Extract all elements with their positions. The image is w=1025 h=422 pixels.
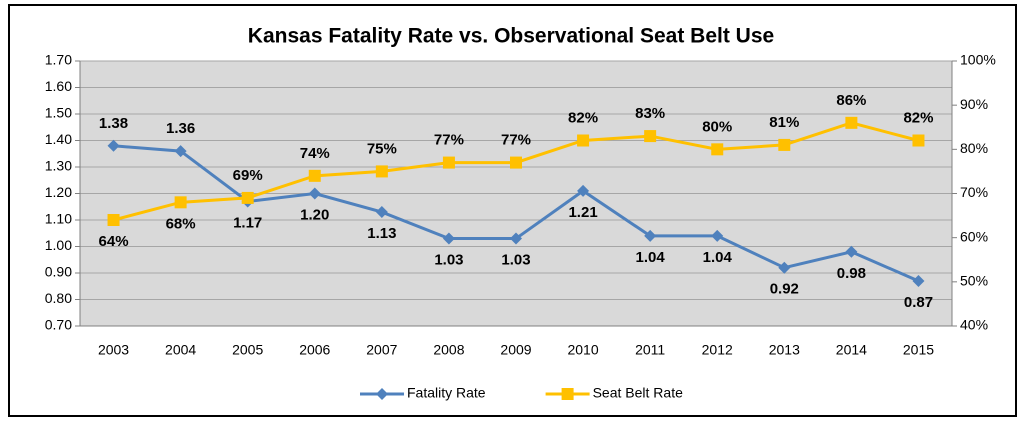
series-marker — [778, 261, 791, 274]
series-marker — [107, 214, 120, 226]
series-marker — [711, 229, 724, 242]
data-label: 74% — [300, 145, 330, 162]
data-label: 1.20 — [300, 206, 329, 223]
series-marker — [577, 184, 590, 197]
y2-tick-label: 100% — [960, 52, 996, 68]
x-tick-label: 2015 — [903, 342, 934, 358]
y2-tick-label: 50% — [960, 273, 988, 289]
data-label: 82% — [568, 109, 598, 126]
series-marker — [644, 229, 657, 242]
data-label: 69% — [233, 167, 263, 184]
y-tick-label: 1.40 — [45, 131, 72, 147]
series-marker — [241, 191, 254, 204]
x-tick-label: 2007 — [366, 342, 397, 358]
y2-tick-label: 90% — [960, 96, 988, 112]
series-marker — [510, 232, 522, 245]
y2-tick-label: 70% — [960, 184, 988, 200]
data-label: 1.03 — [434, 252, 463, 269]
x-tick-label: 2012 — [702, 342, 733, 358]
x-tick-label: 2004 — [165, 342, 196, 358]
chart-title: Kansas Fatality Rate vs. Observational S… — [248, 25, 774, 48]
series-marker — [711, 143, 724, 156]
series-marker — [778, 138, 791, 151]
series-marker — [845, 116, 858, 129]
y-tick-label: 1.50 — [45, 105, 72, 121]
series-marker — [912, 274, 925, 287]
data-label: 0.98 — [837, 265, 866, 282]
data-label: 81% — [769, 114, 799, 131]
series-marker — [308, 187, 321, 200]
data-label: 1.17 — [233, 214, 262, 231]
x-tick-label: 2011 — [635, 342, 665, 358]
data-label: 1.04 — [703, 249, 733, 266]
data-label: 64% — [99, 233, 129, 250]
series-marker — [510, 156, 522, 169]
series-marker — [442, 232, 455, 245]
x-tick-label: 2013 — [769, 342, 800, 358]
x-tick-label: 2008 — [433, 342, 464, 358]
series-marker — [644, 130, 657, 143]
y-tick-label: 1.60 — [45, 78, 72, 94]
series-marker — [375, 206, 388, 219]
series-marker — [174, 145, 187, 158]
legend-marker — [561, 388, 574, 400]
data-label: 1.36 — [166, 120, 195, 137]
x-tick-label: 2006 — [299, 342, 330, 358]
x-tick-label: 2009 — [500, 342, 531, 358]
y-tick-label: 1.10 — [45, 211, 72, 227]
series-marker — [174, 196, 187, 209]
y-tick-label: 1.70 — [45, 52, 72, 68]
series-marker — [577, 134, 590, 147]
x-tick-label: 2005 — [232, 342, 263, 358]
data-label: 77% — [434, 132, 464, 149]
y2-tick-label: 80% — [960, 140, 988, 156]
y2-tick-label: 60% — [960, 228, 988, 244]
series-marker — [308, 169, 321, 182]
data-label: 68% — [166, 215, 196, 232]
data-label: 1.21 — [568, 204, 597, 221]
x-tick-label: 2010 — [567, 342, 598, 358]
series-marker — [442, 156, 455, 169]
legend-label: Seat Belt Rate — [593, 385, 683, 401]
y-tick-label: 1.00 — [45, 237, 72, 253]
legend-label: Fatality Rate — [407, 385, 486, 401]
x-tick-label: 2003 — [98, 342, 129, 358]
data-label: 77% — [501, 132, 531, 149]
data-label: 75% — [367, 140, 397, 157]
y-tick-label: 0.70 — [45, 317, 72, 333]
data-label: 83% — [635, 105, 665, 122]
legend-marker — [376, 388, 388, 400]
series-marker — [912, 134, 925, 147]
y-tick-label: 0.90 — [45, 264, 72, 280]
series-marker — [845, 245, 858, 258]
data-label: 1.38 — [99, 115, 128, 132]
data-label: 82% — [903, 109, 933, 126]
data-label: 0.87 — [904, 294, 933, 311]
data-label: 0.92 — [770, 281, 799, 298]
data-label: 86% — [836, 92, 866, 109]
x-tick-label: 2014 — [836, 342, 867, 358]
data-label: 1.04 — [636, 249, 666, 266]
data-label: 1.13 — [367, 225, 396, 242]
y-tick-label: 1.30 — [45, 158, 72, 174]
series-marker — [107, 139, 120, 152]
data-label: 1.03 — [501, 252, 530, 269]
data-label: 80% — [702, 118, 732, 135]
y2-tick-label: 40% — [960, 317, 988, 333]
y-tick-label: 0.80 — [45, 290, 72, 306]
series-marker — [375, 165, 388, 178]
y-tick-label: 1.20 — [45, 184, 72, 200]
